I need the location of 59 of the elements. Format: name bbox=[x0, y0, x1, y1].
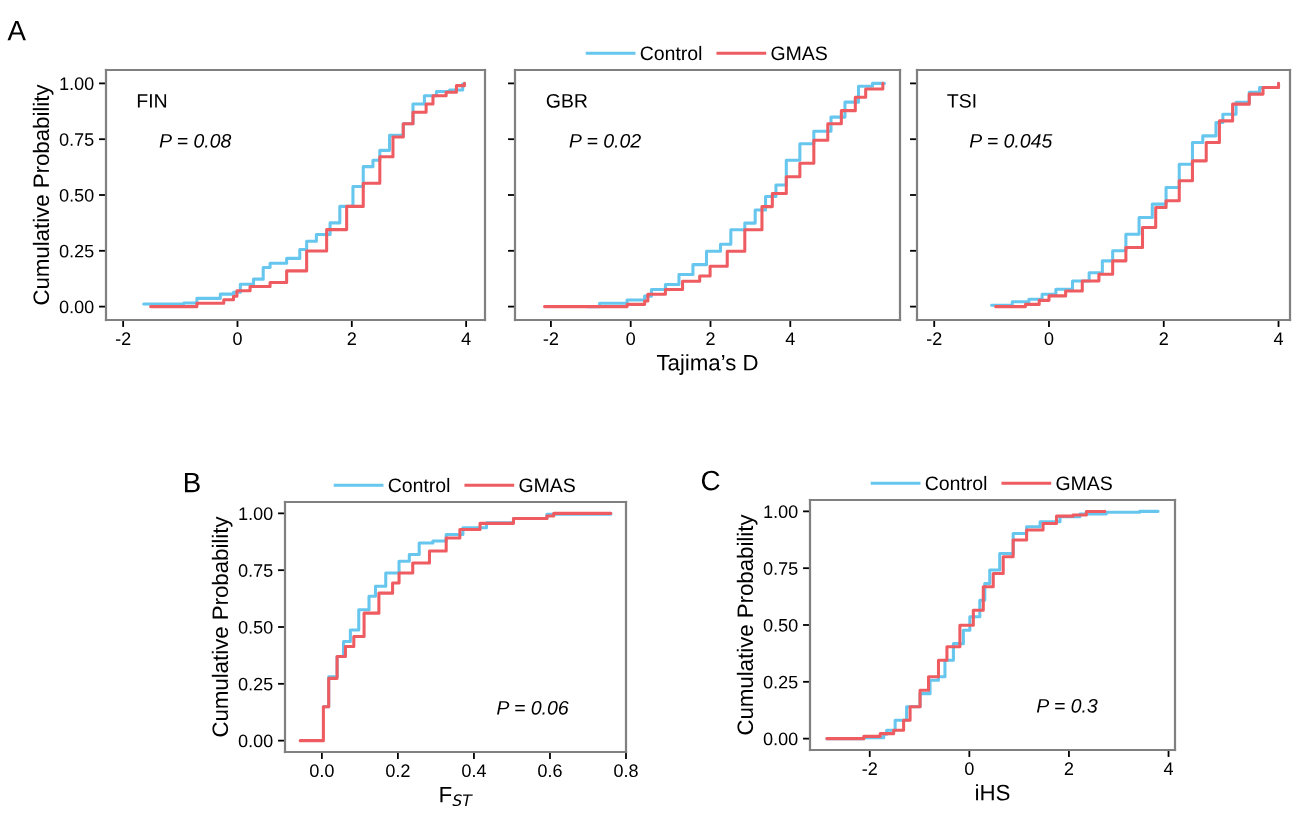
y-tick-label: 0.25 bbox=[59, 244, 94, 258]
y-axis-title: Cumulative Probability bbox=[736, 514, 758, 735]
x-tick-label: 4 bbox=[461, 332, 471, 345]
legend-label: Control bbox=[925, 475, 987, 491]
x-tick-label: 0.2 bbox=[386, 764, 410, 778]
y-tick-label: 0.25 bbox=[763, 675, 798, 689]
y-axis-title: Cumulative Probability bbox=[211, 516, 233, 737]
legend-label: GMAS bbox=[519, 478, 575, 493]
x-tick-label: 0.4 bbox=[462, 764, 486, 778]
legend-label: Control bbox=[640, 45, 702, 61]
x-tick-label: 2 bbox=[706, 332, 715, 345]
x-axis-title: iHS bbox=[976, 784, 1010, 801]
y-tick-label: 0.00 bbox=[763, 732, 798, 746]
x-axis-title: Tajima’s D bbox=[656, 354, 758, 375]
x-tick-label: 4 bbox=[785, 332, 795, 345]
chart-title: A bbox=[7, 21, 26, 41]
legend-label: Control bbox=[388, 477, 450, 493]
x-tick-label: 0 bbox=[965, 762, 974, 776]
x-tick-label: 2 bbox=[1159, 332, 1168, 345]
legend-label: GMAS bbox=[1056, 476, 1112, 491]
x-tick-label: 0.8 bbox=[614, 764, 638, 778]
y-tick-label: 0.50 bbox=[238, 620, 273, 634]
x-tick-label: 4 bbox=[1273, 332, 1284, 345]
annotation: P = 0.02 bbox=[569, 133, 641, 148]
x-tick-label: 0 bbox=[626, 332, 636, 346]
annotation: GBR bbox=[546, 93, 588, 108]
x-tick-label: 2 bbox=[1064, 762, 1074, 775]
y-tick-label: 0.00 bbox=[59, 300, 94, 314]
y-tick-label: 0.75 bbox=[59, 133, 94, 146]
y-axis-title: Cumulative Probability bbox=[32, 84, 54, 305]
y-tick-label: 0.00 bbox=[238, 734, 273, 748]
y-tick-label: 1.00 bbox=[764, 505, 798, 519]
annotation: P = 0.06 bbox=[497, 700, 569, 715]
annotation: P = 0.08 bbox=[159, 133, 232, 148]
y-tick-label: 0.25 bbox=[238, 677, 273, 691]
y-tick-label: 1.00 bbox=[239, 507, 273, 521]
y-tick-label: 0.75 bbox=[763, 562, 798, 575]
x-tick-label: -2 bbox=[543, 332, 559, 345]
y-tick-label: 1.00 bbox=[60, 77, 94, 91]
chart-title: B bbox=[184, 473, 200, 493]
x-axis-title: F$_{ST}$ bbox=[440, 786, 473, 807]
annotation: TSI bbox=[947, 93, 976, 108]
x-tick-label: 0 bbox=[1044, 332, 1054, 346]
annotation: FIN bbox=[137, 94, 167, 108]
x-tick-label: 0.0 bbox=[310, 764, 334, 778]
x-tick-label: 0 bbox=[233, 332, 242, 346]
x-tick-label: -2 bbox=[926, 332, 942, 345]
chart-title: C bbox=[701, 470, 720, 491]
x-tick-label: 2 bbox=[347, 332, 356, 345]
y-tick-label: 0.50 bbox=[763, 618, 798, 632]
annotation: P = 0.045 bbox=[969, 133, 1053, 148]
x-tick-label: 4 bbox=[1163, 762, 1174, 775]
y-tick-label: 0.50 bbox=[59, 188, 94, 202]
legend-label: GMAS bbox=[771, 46, 827, 61]
x-tick-label: 0.6 bbox=[538, 764, 562, 778]
x-tick-label: -2 bbox=[862, 762, 877, 775]
y-tick-label: 0.75 bbox=[238, 564, 273, 577]
x-tick-label: -2 bbox=[115, 332, 131, 345]
annotation: P = 0.3 bbox=[1036, 698, 1098, 713]
